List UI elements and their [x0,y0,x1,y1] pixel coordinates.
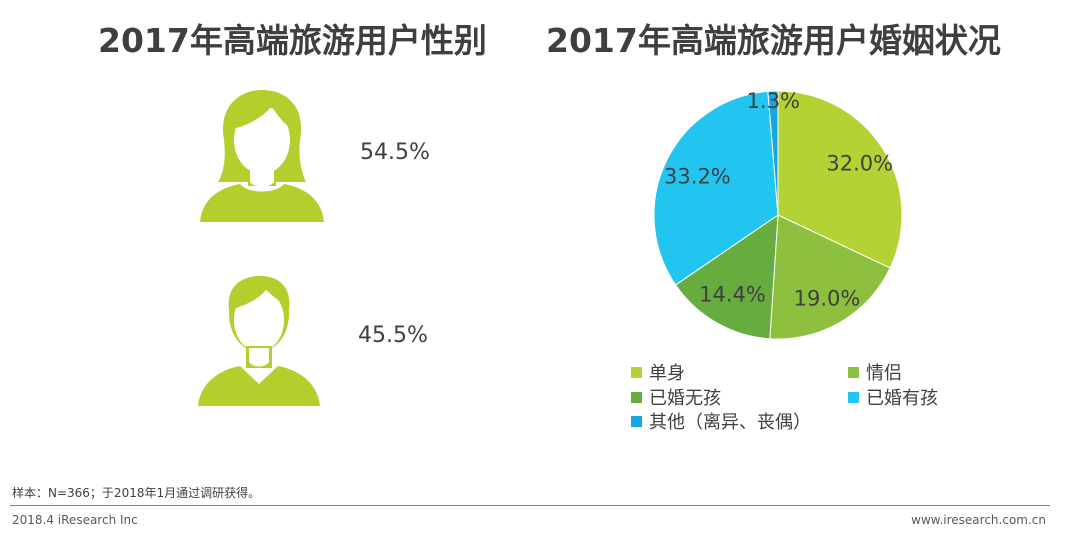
pie-slice-label-4: 1.3% [747,89,800,113]
legend-label: 单身 [649,363,685,384]
legend-label: 情侣 [866,363,902,384]
male-user-icon [198,276,320,406]
footer-website: www.iresearch.com.cn [911,513,1046,527]
legend-item-3: 已婚有孩 [848,384,938,410]
marital-chart-title: 2017年高端旅游用户婚姻状况 [546,21,1001,60]
legend-label: 其他（离异、丧偶） [649,412,811,433]
pie-slice-label-3: 33.2% [664,165,731,189]
pie-slice-3 [653,90,779,286]
legend-swatch [631,366,642,378]
legend-item-4: 其他（离异、丧偶） [631,408,811,434]
legend-item-0: 单身 [631,359,685,385]
legend-item-1: 情侣 [848,359,902,385]
footer-divider [10,505,1050,506]
pie-slice-0 [777,90,903,269]
pie-slice-2 [674,214,779,340]
legend-swatch [631,415,642,427]
pie-slice-label-2: 14.4% [699,283,766,307]
sample-note: 样本：N=366；于2018年1月通过调研获得。 [12,486,261,500]
gender-chart-title: 2017年高端旅游用户性别 [98,21,487,60]
pie-slice-1 [769,214,891,340]
female-user-icon [200,90,324,222]
pie-slice-4 [767,90,779,216]
footer-date-brand: 2018.4 iResearch Inc [12,513,138,527]
pie-slice-label-0: 32.0% [826,151,893,175]
legend-label: 已婚有孩 [866,388,938,409]
legend-swatch [848,366,859,378]
legend-swatch [631,391,642,403]
marital-pie-chart: 32.0% 19.0% 14.4% 33.2% 1.3% [653,89,903,340]
pie-slice-label-1: 19.0% [794,286,861,310]
female-percentage: 54.5% [360,140,430,165]
male-percentage: 45.5% [358,323,428,348]
legend-swatch [848,391,859,403]
legend-item-2: 已婚无孩 [631,384,721,410]
legend-label: 已婚无孩 [649,388,721,409]
